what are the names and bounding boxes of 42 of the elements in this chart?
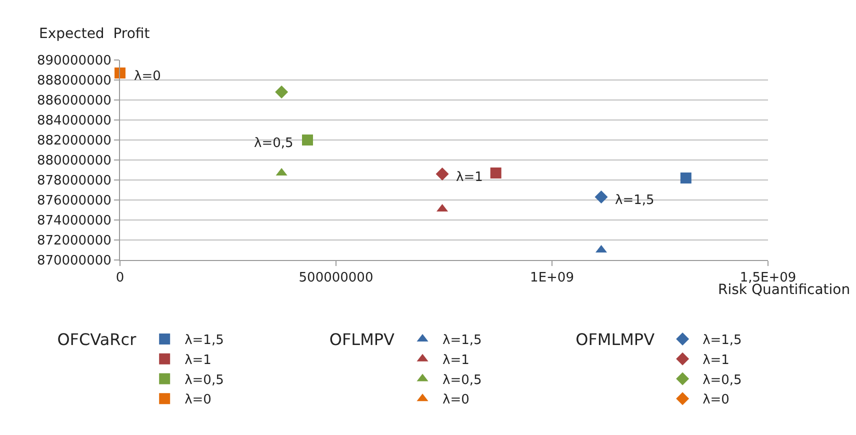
x-tick-label: 500000000 [298, 270, 374, 286]
annotation: λ=0 [134, 69, 161, 84]
legend-label: λ=1,5 [442, 333, 482, 348]
annotation: λ=1,5 [615, 193, 654, 208]
legend-label: λ=0 [442, 392, 470, 408]
legend-label: λ=0,5 [702, 372, 742, 388]
y-tick-label: 880000000 [36, 154, 112, 169]
legend-label: λ=0 [702, 392, 730, 408]
legend-label: λ=1 [442, 352, 470, 368]
y-axis-title: Expected Profit [39, 26, 150, 42]
annotation: λ=0,5 [254, 136, 294, 151]
y-tick-label: 884000000 [36, 114, 112, 129]
legend-label: λ=0 [184, 392, 212, 408]
legend-label: λ=0,5 [442, 372, 482, 388]
text: OFCVaRcr [57, 330, 136, 349]
y-tick-label: 888000000 [36, 74, 112, 89]
y-tick-label: 876000000 [36, 194, 112, 209]
point [114, 68, 126, 78]
point [680, 172, 692, 184]
text: OFLMPV [329, 330, 394, 349]
legend-label: λ=1 [702, 352, 730, 368]
y-tick-label: 878000000 [36, 174, 112, 189]
annotation: λ=1 [456, 170, 483, 185]
legend-label: λ=1 [184, 352, 212, 368]
y-tick-label: 882000000 [36, 134, 112, 149]
point [490, 168, 502, 178]
y-tick-label: 874000000 [36, 214, 112, 229]
y-tick-label: 872000000 [36, 234, 112, 249]
point [594, 190, 608, 204]
legend-label: λ=0,5 [184, 372, 224, 388]
point [302, 134, 313, 146]
y-tick-label: 870000000 [36, 254, 112, 269]
x-axis-title: Risk Quantification [718, 282, 850, 298]
legend-label: λ=1,5 [702, 333, 742, 348]
x-tick-label: 1E+09 [530, 270, 574, 286]
y-tick-label: 890000000 [36, 54, 112, 69]
text: OFMLMPV [576, 330, 655, 349]
y-tick-label: 886000000 [36, 94, 112, 109]
point [275, 86, 288, 98]
x-tick-label: 0 [116, 270, 124, 286]
legend-label: λ=1,5 [184, 333, 224, 348]
point [436, 168, 449, 180]
